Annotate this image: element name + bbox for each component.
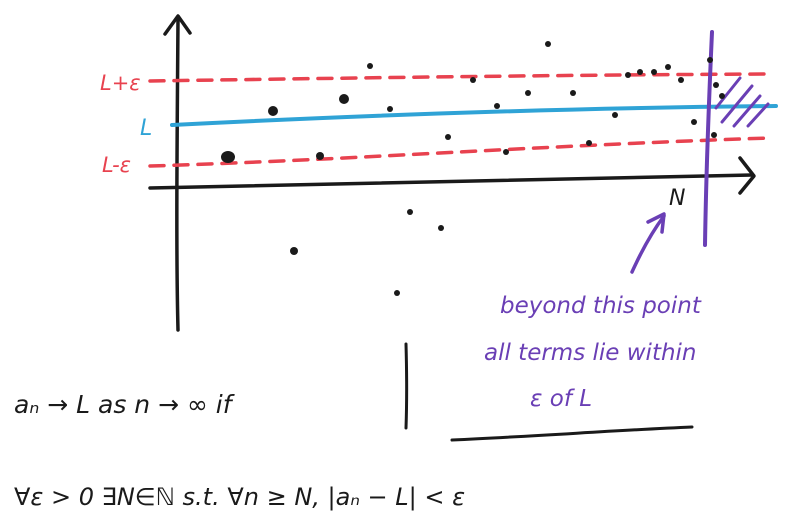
point xyxy=(494,103,500,109)
x-axis xyxy=(148,173,754,190)
pointer-arrow xyxy=(630,212,666,274)
axes xyxy=(148,14,756,332)
point xyxy=(612,112,618,118)
point xyxy=(651,69,657,75)
definition-line-1: aₙ → L as n → ∞ if xyxy=(14,390,235,419)
label-N: N xyxy=(669,186,685,211)
pointer-arrow-head xyxy=(646,212,666,234)
point xyxy=(570,90,576,96)
hatch-2 xyxy=(720,84,754,124)
point xyxy=(316,152,324,160)
point xyxy=(438,225,444,231)
y-axis xyxy=(175,18,180,332)
point xyxy=(719,93,725,99)
point xyxy=(711,132,717,138)
label-upper-bound: L+ε xyxy=(100,71,141,95)
hatch-4 xyxy=(746,102,770,128)
point xyxy=(445,134,451,140)
point xyxy=(637,69,643,75)
limit-line xyxy=(170,104,778,127)
cutoff-line-N xyxy=(703,30,714,247)
definition-line-2: ∀ε > 0 ∃N∈ℕ s.t. ∀n ≥ N, |aₙ − L| < ε xyxy=(14,483,465,511)
epsilon-band xyxy=(148,72,772,168)
point xyxy=(503,149,509,155)
point xyxy=(525,90,531,96)
point xyxy=(221,151,235,163)
lower-bound-line xyxy=(148,136,772,168)
cutoff-region xyxy=(703,30,770,247)
point xyxy=(713,82,719,88)
x-axis-arrowhead xyxy=(738,156,756,195)
horizontal-separator xyxy=(450,425,694,442)
annotation-line-1: beyond this point xyxy=(500,293,702,319)
y-axis-arrowhead xyxy=(163,14,192,36)
point xyxy=(678,77,684,83)
point xyxy=(407,209,413,215)
point xyxy=(339,94,349,104)
point xyxy=(545,41,551,47)
point xyxy=(367,63,373,69)
point xyxy=(394,290,400,296)
point xyxy=(268,106,278,116)
label-lower-bound: L-ε xyxy=(102,153,131,177)
point xyxy=(665,64,671,70)
point xyxy=(707,57,713,63)
point xyxy=(387,106,393,112)
hatch-1 xyxy=(714,76,742,110)
label-limit: L xyxy=(140,116,152,141)
annotation-line-2: all terms lie within xyxy=(484,340,697,366)
hatch-3 xyxy=(732,94,762,128)
pointer-arrow-shaft xyxy=(630,214,666,274)
sequence-points xyxy=(221,41,725,296)
point xyxy=(290,247,298,255)
point xyxy=(470,77,476,83)
point xyxy=(691,119,697,125)
point xyxy=(625,72,631,78)
annotation-line-3: ε of L xyxy=(530,386,592,412)
upper-bound-line xyxy=(148,72,772,83)
point xyxy=(586,140,592,146)
vertical-separator xyxy=(404,342,409,430)
